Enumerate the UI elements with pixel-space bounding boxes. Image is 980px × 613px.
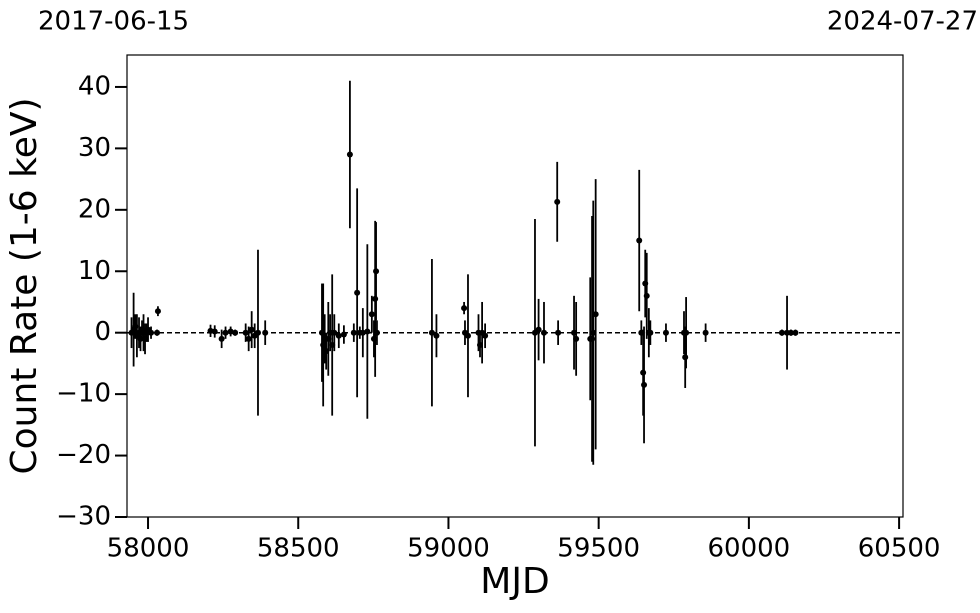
data-point [482,332,489,339]
data-point [327,329,334,336]
data-point [248,326,255,333]
data-point [683,329,690,336]
data-point [573,335,580,342]
data-point [254,329,261,336]
data-point [364,328,371,335]
data-point [643,292,650,299]
data-point [642,280,649,287]
x-tick-label: 59500 [557,534,640,564]
y-tick-label: −10 [56,379,111,409]
y-tick-label: 20 [78,194,111,224]
data-point [571,329,578,336]
data-point [340,331,347,338]
data-point [132,323,139,330]
top-right-label: 2024-07-27 [827,7,978,37]
data-point [331,329,338,336]
x-tick-label: 60000 [708,534,791,564]
plot-frame [126,54,904,518]
y-tick-label: 30 [78,133,111,163]
data-point [335,332,342,339]
data-point [792,329,799,336]
data-point [320,341,327,348]
data-point [641,381,648,388]
data-point [318,329,325,336]
data-point [778,329,785,336]
data-point [662,329,669,336]
data-point [477,341,484,348]
data-point [787,329,794,336]
top-left-label: 2017-06-15 [38,7,189,37]
data-point [368,311,375,318]
data-point [464,332,471,339]
data-point [232,329,239,336]
x-axis-label: MJD [480,561,549,602]
data-point [589,335,596,342]
data-point [218,335,225,342]
data-point [137,335,144,342]
y-axis-label: Count Rate (1-6 keV) [4,97,45,474]
data-point [323,348,330,355]
data-point [428,329,435,336]
data-point [211,328,218,335]
data-point [242,329,249,336]
data-point [142,335,149,342]
x-tick-label: 59000 [407,534,490,564]
data-point [148,329,155,336]
data-point [350,329,357,336]
data-point [461,305,468,312]
data-point [638,329,645,336]
data-point [227,328,234,335]
y-tick-label: −20 [56,440,111,470]
y-tick-label: 0 [94,317,111,347]
data-point [555,329,562,336]
y-tick-label: 40 [78,71,111,101]
data-point [346,151,353,158]
data-point [554,198,561,205]
data-point [540,329,547,336]
data-point [647,329,654,336]
data-point [325,335,332,342]
data-point [329,341,336,348]
data-point [373,268,380,275]
data-point [354,289,361,296]
y-tick-label: −30 [56,502,111,532]
data-point [535,326,542,333]
data-point [245,335,252,342]
data-point [154,308,161,315]
x-tick-label: 58000 [107,534,190,564]
data-point [640,369,647,376]
data-point [359,329,366,336]
data-point [154,329,161,336]
data-point [682,354,689,361]
data-point [370,335,377,342]
data-point [636,237,643,244]
data-point [702,329,709,336]
data-point [590,329,597,336]
x-tick-label: 58500 [257,534,340,564]
data-point [592,311,599,318]
data-point [373,329,380,336]
data-point [372,295,379,302]
data-point [262,329,269,336]
data-point [222,329,229,336]
y-tick-label: 10 [78,256,111,286]
x-tick-label: 60500 [858,534,941,564]
data-point [433,332,440,339]
